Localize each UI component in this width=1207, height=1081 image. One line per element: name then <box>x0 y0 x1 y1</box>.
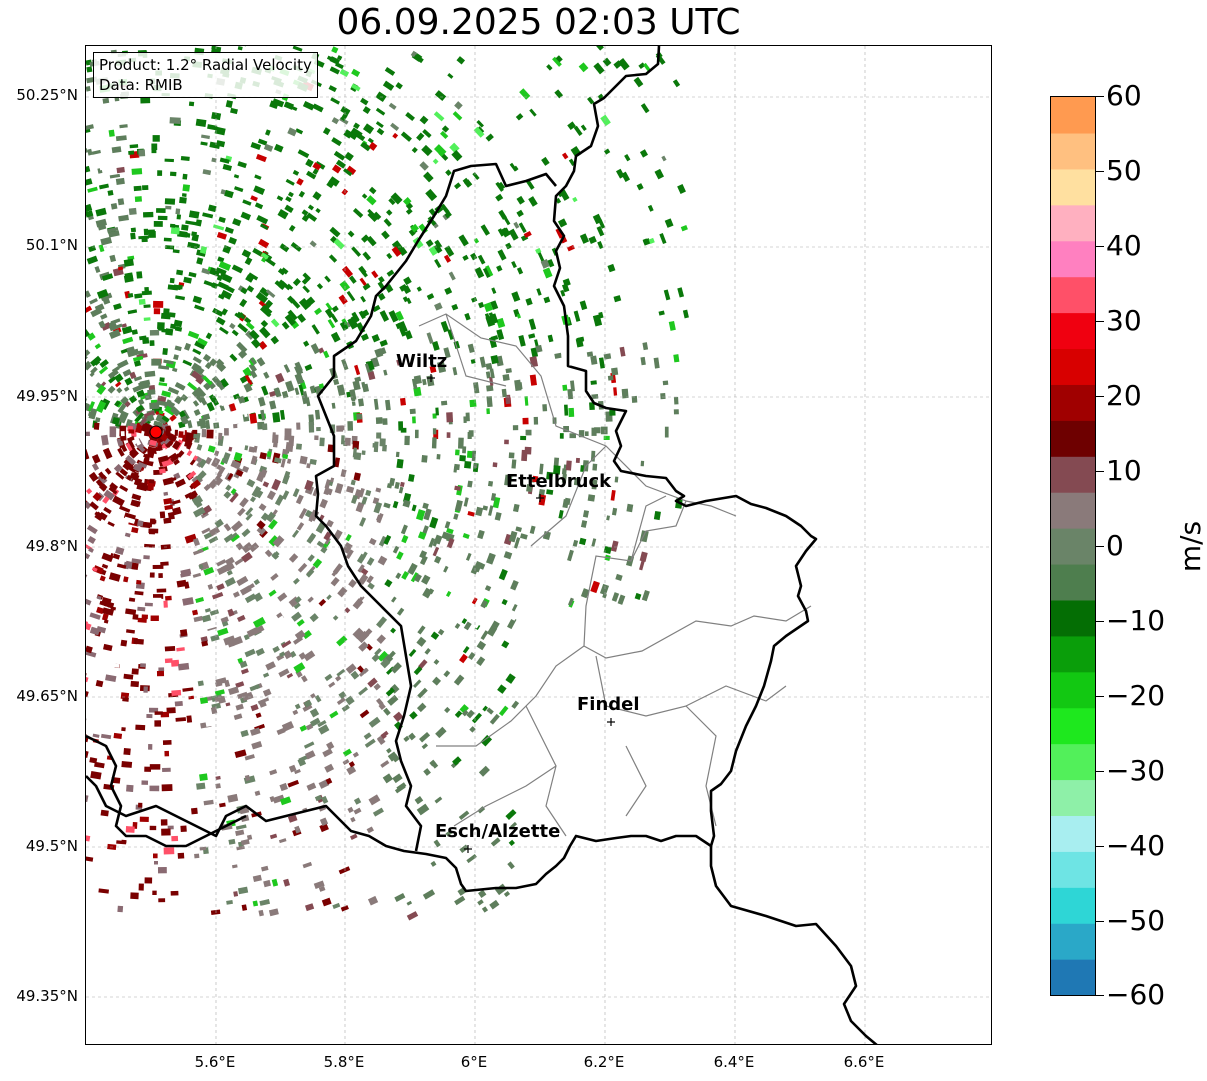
lat-tick-label: 49.65°N <box>16 687 78 705</box>
lat-tick-label: 50.25°N <box>16 86 78 104</box>
wiltz-marker <box>427 374 435 382</box>
ettelbruck-marker <box>536 494 544 502</box>
product-label: Product: 1.2° Radial Velocity <box>99 56 312 74</box>
colorbar-tick-label: −60 <box>1106 978 1166 1011</box>
colorbar-tick-label: 60 <box>1106 79 1142 112</box>
colorbar-tick-label: −40 <box>1106 829 1166 862</box>
radar-velocity-layer <box>86 46 689 921</box>
city-label-findel: Findel <box>577 694 640 715</box>
lon-tick-label: 6.4°E <box>713 1053 755 1071</box>
city-label-ettelbruck: Ettelbruck <box>506 471 612 492</box>
lon-tick-label: 6.6°E <box>843 1053 885 1071</box>
colorbar-tick-label: −20 <box>1106 679 1166 712</box>
lat-tick-label: 49.8°N <box>25 537 78 555</box>
country-borders <box>86 46 878 1044</box>
map-title: 06.09.2025 02:03 UTC <box>336 2 741 43</box>
map-markers <box>149 374 615 853</box>
colorbar-tick-label: 40 <box>1106 229 1142 262</box>
lat-tick-label: 49.35°N <box>16 987 78 1005</box>
radar-map-canvas <box>86 46 991 1044</box>
colorbar-tick-label: 0 <box>1106 529 1124 562</box>
colorbar-tick-label: 30 <box>1106 304 1142 337</box>
colorbar-tick-label: −30 <box>1106 754 1166 787</box>
lon-tick-label: 6°E <box>460 1053 488 1071</box>
colorbar-tick-label: 10 <box>1106 454 1142 487</box>
city-label-esch-alzette: Esch/Alzette <box>435 821 561 842</box>
product-info-box: Product: 1.2° Radial Velocity Data: RMIB <box>93 52 318 98</box>
lat-tick-label: 49.5°N <box>25 837 78 855</box>
data-source-label: Data: RMIB <box>99 76 183 94</box>
colorbar-gradient <box>1051 97 1095 995</box>
colorbar-tick-label: 50 <box>1106 154 1142 187</box>
radar-site-marker <box>149 425 163 439</box>
esch-alzette-marker <box>464 845 472 853</box>
lon-tick-label: 5.8°E <box>323 1053 365 1071</box>
colorbar-tick-label: −10 <box>1106 604 1166 637</box>
colorbar-unit-label: m/s <box>1174 520 1207 573</box>
lat-tick-label: 49.95°N <box>16 387 78 405</box>
findel-marker <box>607 718 615 726</box>
colorbar-tick-label: 20 <box>1106 379 1142 412</box>
radar-map[interactable] <box>85 45 992 1045</box>
colorbar-tick-label: −50 <box>1106 904 1166 937</box>
lon-tick-label: 6.2°E <box>583 1053 625 1071</box>
velocity-colorbar <box>1050 96 1096 996</box>
canton-boundaries <box>418 313 812 837</box>
lon-tick-label: 5.6°E <box>194 1053 236 1071</box>
map-gridlines <box>86 46 991 1044</box>
city-label-wiltz: Wiltz <box>396 351 448 372</box>
lat-tick-label: 50.1°N <box>25 236 78 254</box>
